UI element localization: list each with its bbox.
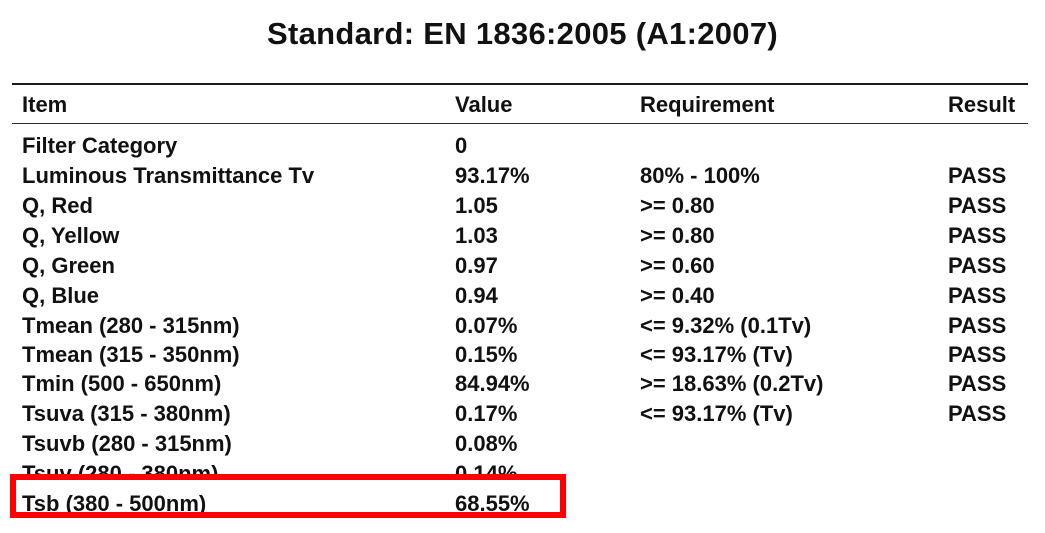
table-row: Q, Red 1.05 >= 0.80 PASS [0,191,1045,221]
table-row: Tsuva (315 - 380nm) 0.17% <= 93.17% (Tv)… [0,399,1045,429]
row-value: 84.94% [455,371,530,396]
table-row: Tmin (500 - 650nm) 84.94% >= 18.63% (0.2… [0,369,1045,399]
page-title: Standard: EN 1836:2005 (A1:2007) [267,16,778,51]
row-item: Tmean (315 - 350nm) [22,342,240,367]
row-item: Q, Red [22,193,93,218]
row-item: Tsuvb (280 - 315nm) [22,431,232,456]
column-header-value: Value [455,92,513,117]
row-value: 1.05 [455,193,498,218]
header-rule [12,123,1028,124]
row-requirement: <= 9.32% (0.1Tv) [640,313,812,338]
table-header: Item Value Requirement Result [0,90,1045,120]
table-row: Tsuvb (280 - 315nm) 0.08% [0,429,1045,459]
table-row: Q, Blue 0.94 >= 0.40 PASS [0,281,1045,311]
row-value: 0.08% [455,431,518,456]
table-row: Tmean (315 - 350nm) 0.15% <= 93.17% (Tv)… [0,340,1045,370]
row-requirement: 80% - 100% [640,163,760,188]
row-value: 93.17% [455,163,530,188]
row-item: Q, Green [22,253,115,278]
highlight-box [10,474,566,518]
row-result: PASS [948,223,1007,248]
row-value: 0.94 [455,283,498,308]
row-requirement: >= 0.80 [640,193,715,218]
table-row: Filter Category 0 [0,131,1045,161]
top-rule [12,83,1028,85]
column-header-item: Item [22,92,68,117]
column-header-requirement: Requirement [640,92,775,117]
row-result: PASS [948,313,1007,338]
row-requirement: <= 93.17% (Tv) [640,401,793,426]
row-value: 0.15% [455,342,518,367]
row-value: 0 [455,133,468,158]
row-result: PASS [948,342,1007,367]
table-row: Luminous Transmittance Tv 93.17% 80% - 1… [0,161,1045,191]
row-result: PASS [948,401,1007,426]
row-result: PASS [948,253,1007,278]
row-requirement: >= 0.80 [640,223,715,248]
row-result: PASS [948,163,1007,188]
row-requirement: >= 0.40 [640,283,715,308]
row-value: 1.03 [455,223,498,248]
row-item: Tmin (500 - 650nm) [22,371,222,396]
table-row: Tsb (380 - 500nm) 68.55% [0,489,1045,519]
table-row: Q, Yellow 1.03 >= 0.80 PASS [0,221,1045,251]
row-item: Luminous Transmittance Tv [22,163,315,188]
row-requirement: <= 93.17% (Tv) [640,342,793,367]
row-item: Filter Category [22,133,178,158]
row-value: 68.55% [455,491,530,516]
column-header-result: Result [948,92,1016,117]
row-item: Tsuva (315 - 380nm) [22,401,231,426]
row-result: PASS [948,371,1007,396]
row-requirement: >= 18.63% (0.2Tv) [640,371,824,396]
row-result: PASS [948,283,1007,308]
row-item: Tmean (280 - 315nm) [22,313,240,338]
table-row: Tmean (280 - 315nm) 0.07% <= 9.32% (0.1T… [0,311,1045,341]
row-result: PASS [948,193,1007,218]
row-value: 0.07% [455,313,518,338]
row-value: 0.97 [455,253,498,278]
row-requirement: >= 0.60 [640,253,715,278]
row-value: 0.17% [455,401,518,426]
row-item: Tsb (380 - 500nm) [22,491,207,516]
table-row: Q, Green 0.97 >= 0.60 PASS [0,251,1045,281]
row-item: Q, Yellow [22,223,120,248]
row-item: Q, Blue [22,283,100,308]
